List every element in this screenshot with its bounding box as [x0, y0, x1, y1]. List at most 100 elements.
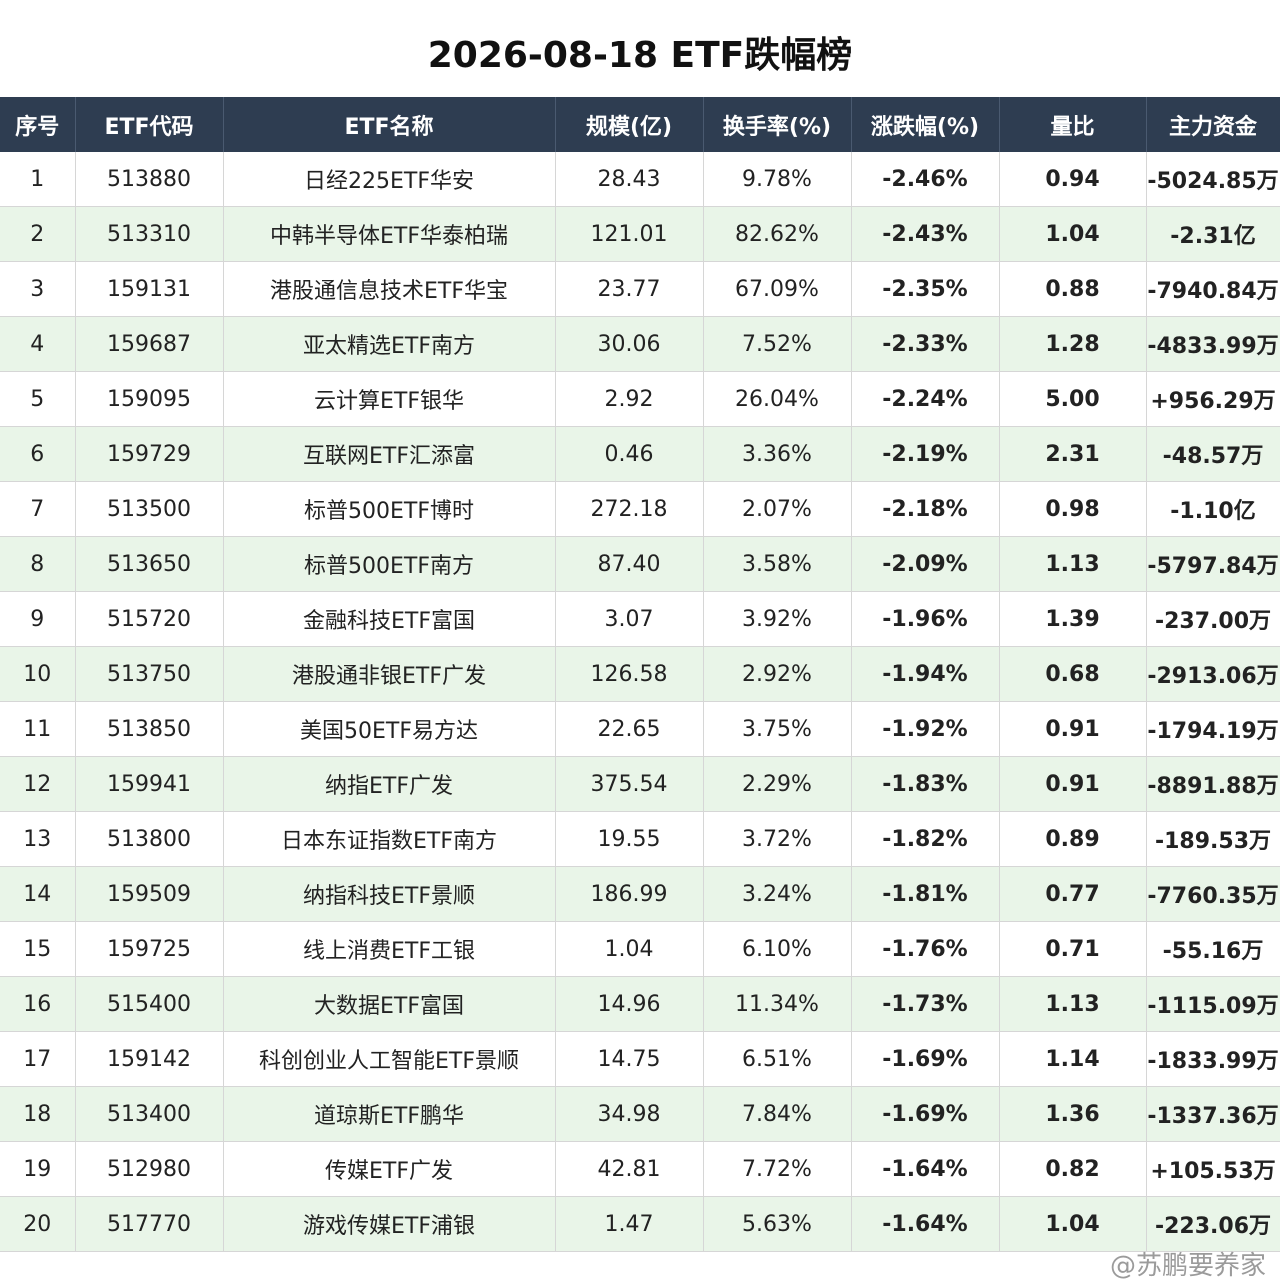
cell-index: 2	[0, 206, 76, 262]
cell-volume-ratio: 0.98	[999, 481, 1147, 537]
watermark: @苏鹏要养家	[1109, 1251, 1266, 1281]
header-turnover: 换手率(%)	[703, 97, 852, 152]
cell-main-fund: +105.53万	[1146, 1141, 1280, 1197]
cell-volume-ratio: 1.39	[999, 591, 1147, 647]
cell-turnover: 7.84%	[703, 1086, 852, 1142]
cell-turnover: 2.07%	[703, 481, 852, 537]
cell-turnover: 7.52%	[703, 316, 852, 372]
cell-turnover: 6.51%	[703, 1031, 852, 1087]
cell-volume-ratio: 0.68	[999, 646, 1147, 702]
cell-change: -2.43%	[851, 206, 1000, 262]
cell-scale: 272.18	[555, 481, 704, 537]
cell-main-fund: -8891.88万	[1146, 756, 1280, 812]
cell-main-fund: -1115.09万	[1146, 976, 1280, 1032]
cell-index: 6	[0, 426, 76, 482]
cell-volume-ratio: 0.91	[999, 701, 1147, 757]
cell-code: 159687	[75, 316, 224, 372]
cell-main-fund: -2.31亿	[1146, 206, 1280, 262]
cell-change: -1.69%	[851, 1031, 1000, 1087]
cell-change: -2.33%	[851, 316, 1000, 372]
cell-main-fund: -55.16万	[1146, 921, 1280, 977]
table-row: 1 513880 日经225ETF华安 28.43 9.78% -2.46% 0.94 -50…	[0, 152, 1280, 207]
cell-code: 513880	[75, 152, 224, 207]
cell-name: 大数据ETF富国	[223, 976, 556, 1032]
cell-scale: 34.98	[555, 1086, 704, 1142]
table-row: 9 515720 金融科技ETF富国 3.07 3.92% -1.96% 1.39 -237.…	[0, 591, 1280, 647]
cell-code: 515720	[75, 591, 224, 647]
cell-name: 游戏传媒ETF浦银	[223, 1196, 556, 1252]
cell-main-fund: -237.00万	[1146, 591, 1280, 647]
cell-scale: 186.99	[555, 866, 704, 922]
cell-code: 512980	[75, 1141, 224, 1197]
cell-name: 标普500ETF南方	[223, 536, 556, 592]
cell-turnover: 7.72%	[703, 1141, 852, 1197]
cell-index: 13	[0, 811, 76, 867]
cell-code: 159131	[75, 261, 224, 317]
cell-code: 513500	[75, 481, 224, 537]
cell-name: 港股通信息技术ETF华宝	[223, 261, 556, 317]
cell-change: -2.18%	[851, 481, 1000, 537]
header-scale: 规模(亿)	[555, 97, 704, 152]
table-row: 4 159687 亚太精选ETF南方 30.06 7.52% -2.33% 1.28 -483…	[0, 316, 1280, 372]
table-row: 20 517770 游戏传媒ETF浦银 1.47 5.63% -1.64% 1.04 -223…	[0, 1196, 1280, 1252]
cell-index: 1	[0, 152, 76, 207]
cell-code: 513400	[75, 1086, 224, 1142]
cell-name: 日本东证指数ETF南方	[223, 811, 556, 867]
cell-change: -1.81%	[851, 866, 1000, 922]
cell-volume-ratio: 0.71	[999, 921, 1147, 977]
cell-turnover: 5.63%	[703, 1196, 852, 1252]
table-row: 5 159095 云计算ETF银华 2.92 26.04% -2.24% 5.00 +956.…	[0, 371, 1280, 427]
cell-turnover: 26.04%	[703, 371, 852, 427]
cell-scale: 19.55	[555, 811, 704, 867]
cell-turnover: 3.92%	[703, 591, 852, 647]
cell-turnover: 3.36%	[703, 426, 852, 482]
cell-change: -2.09%	[851, 536, 1000, 592]
cell-volume-ratio: 0.94	[999, 152, 1147, 207]
header-change: 涨跌幅(%)	[851, 97, 1000, 152]
table-row: 17 159142 科创创业人工智能ETF景顺 14.75 6.51% -1.69% 1.1…	[0, 1031, 1280, 1087]
cell-scale: 28.43	[555, 152, 704, 207]
etf-decline-table: 序号 ETF代码 ETF名称 规模(亿) 换手率(%) 涨跌幅(%) 量比 主力…	[0, 97, 1280, 1252]
cell-name: 道琼斯ETF鹏华	[223, 1086, 556, 1142]
cell-scale: 375.54	[555, 756, 704, 812]
cell-index: 8	[0, 536, 76, 592]
cell-change: -1.94%	[851, 646, 1000, 702]
cell-change: -1.64%	[851, 1196, 1000, 1252]
table-row: 18 513400 道琼斯ETF鹏华 34.98 7.84% -1.69% 1.36 -133…	[0, 1086, 1280, 1142]
cell-name: 中韩半导体ETF华泰柏瑞	[223, 206, 556, 262]
cell-volume-ratio: 0.82	[999, 1141, 1147, 1197]
cell-scale: 126.58	[555, 646, 704, 702]
table-row: 7 513500 标普500ETF博时 272.18 2.07% -2.18% 0.98 -1…	[0, 481, 1280, 537]
cell-code: 159729	[75, 426, 224, 482]
cell-index: 5	[0, 371, 76, 427]
cell-turnover: 9.78%	[703, 152, 852, 207]
cell-volume-ratio: 2.31	[999, 426, 1147, 482]
cell-code: 159941	[75, 756, 224, 812]
cell-index: 14	[0, 866, 76, 922]
cell-turnover: 82.62%	[703, 206, 852, 262]
cell-index: 9	[0, 591, 76, 647]
cell-scale: 14.96	[555, 976, 704, 1032]
cell-volume-ratio: 1.04	[999, 1196, 1147, 1252]
cell-main-fund: -5797.84万	[1146, 536, 1280, 592]
table-row: 19 512980 传媒ETF广发 42.81 7.72% -1.64% 0.82 +105.…	[0, 1141, 1280, 1197]
cell-main-fund: -189.53万	[1146, 811, 1280, 867]
cell-name: 纳指ETF广发	[223, 756, 556, 812]
cell-change: -1.73%	[851, 976, 1000, 1032]
cell-scale: 1.47	[555, 1196, 704, 1252]
cell-volume-ratio: 1.13	[999, 976, 1147, 1032]
cell-main-fund: -5024.85万	[1146, 152, 1280, 207]
cell-turnover: 3.75%	[703, 701, 852, 757]
cell-change: -2.35%	[851, 261, 1000, 317]
table-body: 1 513880 日经225ETF华安 28.43 9.78% -2.46% 0.94 -50…	[0, 152, 1280, 1252]
cell-code: 159142	[75, 1031, 224, 1087]
table-row: 14 159509 纳指科技ETF景顺 186.99 3.24% -1.81% 0.77 -7…	[0, 866, 1280, 922]
cell-turnover: 2.29%	[703, 756, 852, 812]
cell-code: 513750	[75, 646, 224, 702]
header-main-fund: 主力资金	[1146, 97, 1280, 152]
cell-change: -1.83%	[851, 756, 1000, 812]
cell-volume-ratio: 0.91	[999, 756, 1147, 812]
table-row: 2 513310 中韩半导体ETF华泰柏瑞 121.01 82.62% -2.43% 1.0…	[0, 206, 1280, 262]
cell-code: 513310	[75, 206, 224, 262]
cell-code: 159725	[75, 921, 224, 977]
